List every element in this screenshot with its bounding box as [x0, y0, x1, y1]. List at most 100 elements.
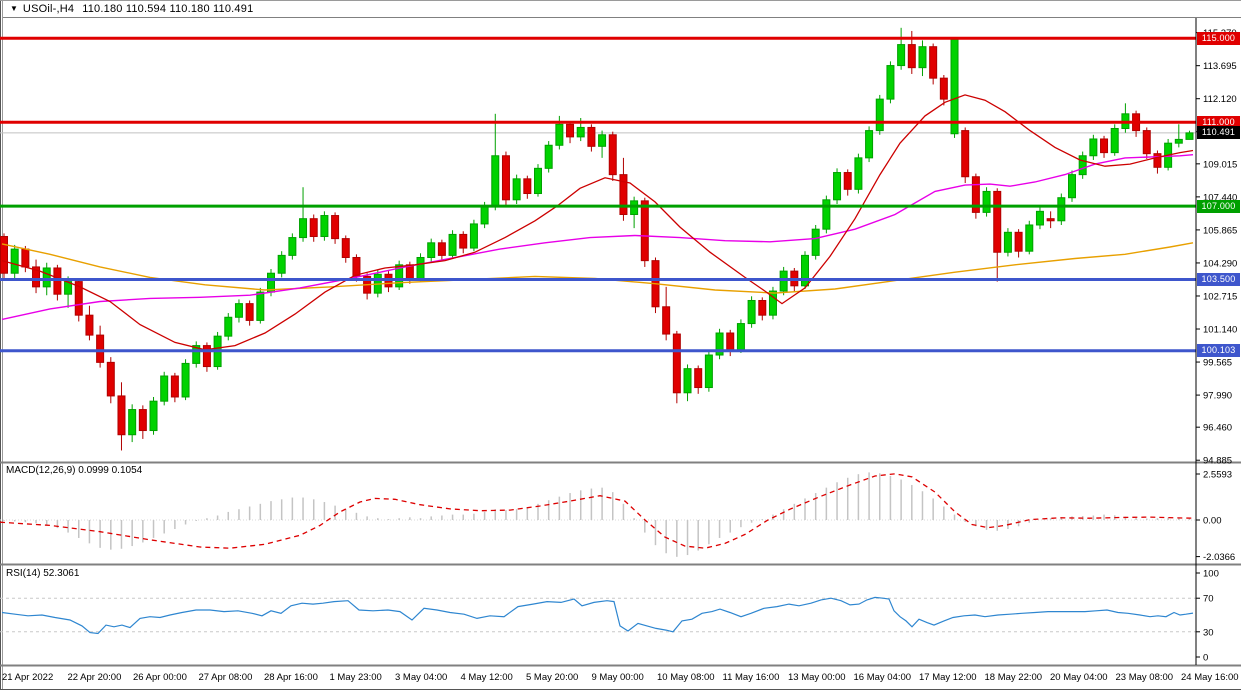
candle-bull	[950, 38, 959, 135]
time-axis-label: 23 May 08:00	[1115, 672, 1174, 683]
candle-bear	[640, 200, 649, 262]
candle-bear	[672, 333, 681, 394]
candle-bull	[1110, 127, 1119, 154]
price-tick-label: 107.440	[1203, 192, 1237, 203]
price-tick-label: 105.865	[1203, 225, 1237, 236]
candle-bull	[1035, 210, 1044, 226]
candle-bull	[768, 290, 777, 316]
candle-bear	[1142, 130, 1151, 155]
candle-bull	[288, 237, 297, 256]
candle-bull	[277, 254, 286, 274]
candle-bull	[192, 345, 201, 364]
candle-bear	[939, 77, 948, 100]
rsi-tick-label: 0	[1203, 653, 1208, 664]
time-axis-label: 9 May 00:00	[591, 672, 644, 683]
time-axis-label: 26 Apr 00:00	[133, 672, 187, 683]
ohlc-values: 110.180 110.594 110.180 110.491	[82, 3, 254, 15]
candle-bull	[427, 242, 436, 258]
candle-bear	[758, 299, 767, 316]
candle-bull	[128, 409, 137, 436]
candle-bear	[566, 123, 575, 138]
time-axis-label: 13 May 00:00	[788, 672, 846, 683]
candle-bull	[779, 270, 788, 292]
candle-bull	[1003, 231, 1012, 253]
candle-bear	[202, 345, 211, 368]
price-tick-label: 96.460	[1203, 423, 1232, 434]
candle-bear	[245, 303, 254, 321]
macd-layer	[0, 472, 1196, 557]
symbol-period-label: USOil-,H4	[22, 3, 75, 15]
candle-bull	[598, 134, 607, 147]
rsi-tick-label: 70	[1203, 594, 1214, 605]
time-axis-label: 21 Apr 2022	[2, 672, 54, 683]
candle-bull	[854, 157, 863, 190]
price-tick-label: 97.990	[1203, 391, 1232, 402]
price-tick-label: 104.290	[1203, 258, 1237, 269]
macd-tick-label: -2.0366	[1203, 552, 1235, 563]
rsi-line	[1, 596, 1194, 635]
candle-bull	[181, 362, 190, 398]
candle-bear	[352, 256, 361, 277]
price-level-badge-111.000[interactable]: 111.000	[1197, 115, 1240, 129]
time-axis-label: 11 May 16:00	[722, 672, 780, 683]
candle-bear	[1046, 218, 1055, 222]
rsi-layer	[0, 596, 1196, 635]
candle-bull	[491, 155, 500, 207]
price-tick-label: 112.120	[1203, 94, 1237, 105]
chart-title-bar: ▼ USOil-,H4 110.180 110.594 110.180 110.49…	[3, 1, 1241, 18]
candle-bear	[138, 409, 147, 432]
candle-bull	[811, 228, 820, 256]
candle-bear	[971, 176, 980, 213]
candle-bear	[843, 172, 852, 190]
candle-bull	[224, 316, 233, 337]
price-tick-label: 109.015	[1203, 159, 1237, 170]
candle-bull	[234, 303, 243, 318]
candle-bull	[534, 167, 542, 195]
candle-bear	[961, 130, 970, 178]
axes-layer: 115.270113.695112.120110.545109.015107.4…	[0, 18, 1241, 667]
macd-indicator-label: MACD(12,26,9) 0.0999 0.1054	[6, 465, 143, 476]
current-price-badge[interactable]: 110.491	[1197, 126, 1240, 140]
time-axis-label: 10 May 08:00	[657, 672, 715, 683]
candle-bull	[630, 200, 639, 215]
candle-bull	[683, 368, 692, 394]
candle-bear	[21, 248, 30, 268]
candle-bull	[822, 199, 831, 230]
candle-bear	[1153, 153, 1162, 168]
candle-bull	[801, 254, 809, 287]
candle-bear	[0, 236, 8, 274]
candle-bull	[555, 123, 564, 146]
candle-bear	[619, 174, 628, 215]
candle-bull	[1057, 197, 1066, 222]
candle-bull	[875, 98, 884, 132]
candle-bear	[523, 178, 532, 195]
candle-bear	[694, 368, 703, 389]
time-axis-scale[interactable]: 21 Apr 2022 22 Apr 20:00 26 Apr 00:00 27 Ap…	[0, 667, 1241, 689]
candle-bull	[320, 215, 329, 238]
candle-bear	[907, 44, 916, 69]
ma-slow-orange-line	[1, 242, 1194, 294]
price-level-badge-107.000[interactable]: 107.000	[1197, 199, 1240, 213]
candle-bull	[395, 264, 404, 288]
time-axis-label: 24 May 16:00	[1181, 672, 1239, 683]
price-tick-label: 99.565	[1203, 358, 1232, 369]
candle-bull	[299, 218, 308, 239]
candle-bull	[544, 144, 553, 169]
rsi-indicator-label: RSI(14) 52.3061	[6, 568, 80, 579]
candle-bull	[469, 223, 478, 249]
price-level-badge-115.000[interactable]: 115.000	[1197, 31, 1240, 45]
time-axis-label: 16 May 04:00	[853, 672, 912, 683]
candle-bull	[149, 400, 158, 432]
candle-bull	[736, 323, 745, 351]
candle-bear	[341, 238, 350, 258]
candle-bear	[929, 46, 938, 79]
price-level-badge-103.500[interactable]: 103.500	[1197, 273, 1240, 286]
macd-signal-line	[0, 473, 1194, 549]
macd-tick-label: 2.5593	[1203, 470, 1232, 481]
time-axis-label: 4 May 12:00	[460, 672, 513, 683]
price-level-badge-100.103[interactable]: 100.103	[1197, 344, 1240, 358]
window-left-border	[0, 1, 1, 689]
symbol-dropdown-icon[interactable]: ▼	[10, 4, 18, 13]
candle-bear	[501, 155, 510, 201]
